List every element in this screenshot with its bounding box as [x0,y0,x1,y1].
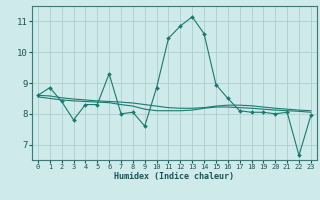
X-axis label: Humidex (Indice chaleur): Humidex (Indice chaleur) [115,172,234,181]
